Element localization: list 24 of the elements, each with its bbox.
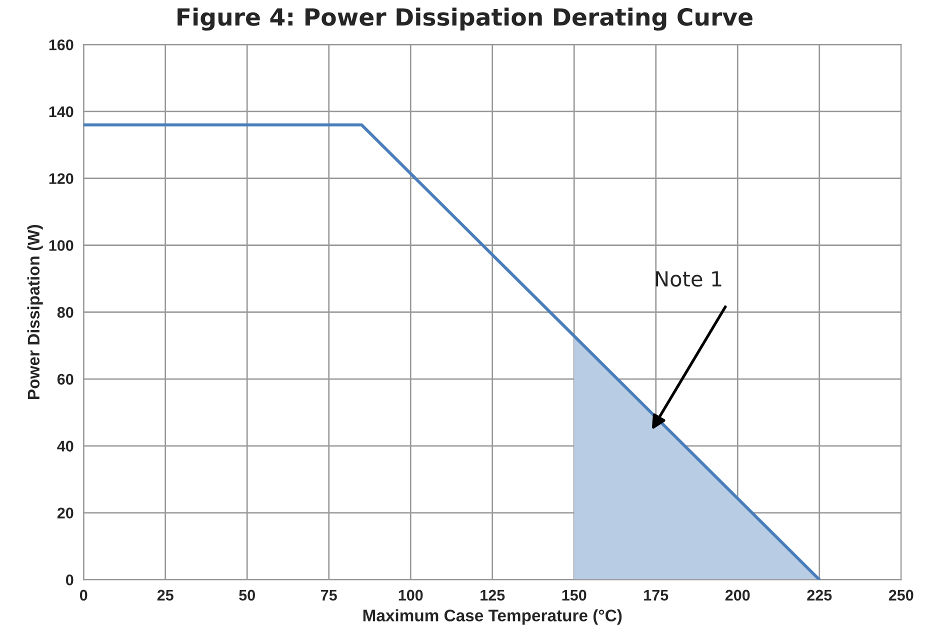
x-tick-label: 75 [321, 590, 337, 601]
y-tick-label: 0 [66, 574, 74, 586]
x-tick-label: 225 [807, 590, 832, 601]
x-tick-label: 250 [888, 590, 914, 601]
y-tick-label: 80 [57, 307, 74, 318]
x-tick-label: 175 [644, 590, 668, 601]
x-tick-label: 200 [725, 590, 750, 601]
y-tick-label: 100 [49, 240, 74, 251]
chart-title: Figure 4: Power Dissipation Derating Curve [178, 8, 752, 31]
x-tick-label: 100 [398, 590, 423, 601]
x-axis-title: Maximum Case Temperature (°C) [363, 609, 622, 625]
y-tick-label: 160 [49, 39, 74, 50]
y-tick-label: 140 [49, 106, 74, 118]
y-tick-label: 20 [57, 508, 74, 518]
x-tick-label: 150 [562, 590, 586, 601]
y-tick-label: 120 [49, 173, 74, 184]
y-tick-label: 60 [57, 374, 74, 385]
x-tick-label: 50 [239, 590, 255, 601]
y-axis-title: Power Dissipation (W) [27, 224, 43, 399]
annotation: Note 1 [656, 271, 722, 287]
x-tick-label: 125 [480, 590, 505, 601]
x-tick-label: 25 [157, 590, 174, 601]
x-tick-label: 0 [80, 590, 88, 601]
y-tick-label: 40 [57, 440, 74, 452]
